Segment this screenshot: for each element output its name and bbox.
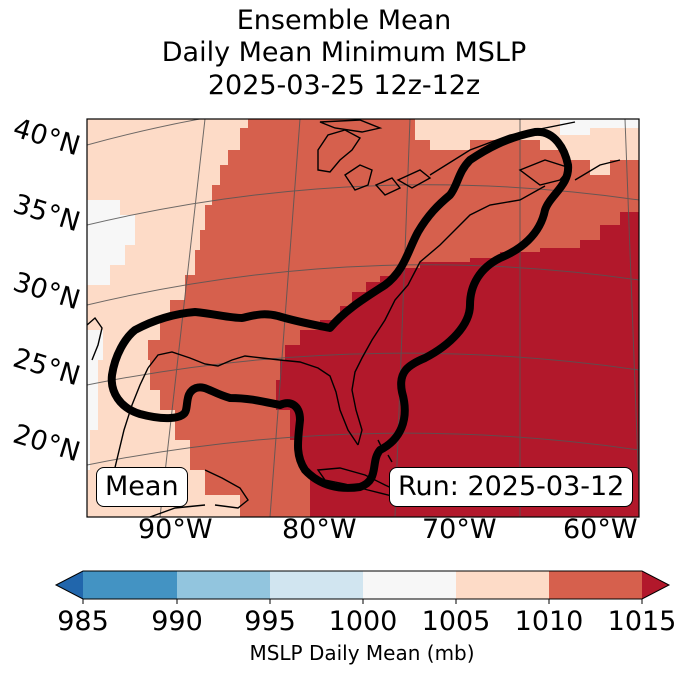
colorbar-tick-1010: 1010 [514,606,584,637]
colorbar-tick-1015: 1015 [607,606,677,637]
lon-label-60w: 60°W [563,514,638,545]
colorbar-tick-1000: 1000 [328,606,398,637]
colorbar-bin-1000-1005 [363,571,456,599]
colorbar-tick-985: 985 [57,606,109,637]
map-frame [86,118,640,518]
colorbar-tick-995: 995 [244,606,296,637]
colorbar [54,570,671,604]
lon-label-80w: 80°W [282,514,357,545]
title-line-2: Daily Mean Minimum MSLP [161,37,527,68]
colorbar-tick-990: 990 [151,606,203,637]
colorbar-extend-low [56,571,83,599]
mean-contour [107,127,573,492]
field-1000-1005-southwest [87,330,103,470]
colorbar-extend-high [642,571,669,599]
colorbar-label: MSLP Daily Mean (mb) [249,641,475,665]
field-above-1015 [276,212,639,517]
colorbar-bin-1005-1010 [456,571,549,599]
run-date-box: Run: 2025-03-12 [389,467,634,507]
colorbar-tick-1005: 1005 [421,606,491,637]
map-area [87,119,639,517]
colorbar-bin-985-990 [83,571,177,599]
title-line-3: 2025-03-25 12z-12z [207,70,481,101]
colorbar-bin-1010-1015 [549,571,642,599]
lon-label-70w: 70°W [422,514,497,545]
mean-label-box: Mean [96,467,188,507]
colorbar-ticks [82,599,643,604]
field-1000-1005-northeast [560,119,639,135]
colorbar-bin-995-1000 [270,571,363,599]
colorbar-bin-990-995 [177,571,270,599]
field-1000-1005-west [87,200,135,285]
title-line-1: Ensemble Mean [236,5,452,36]
lon-label-90w: 90°W [138,514,213,545]
